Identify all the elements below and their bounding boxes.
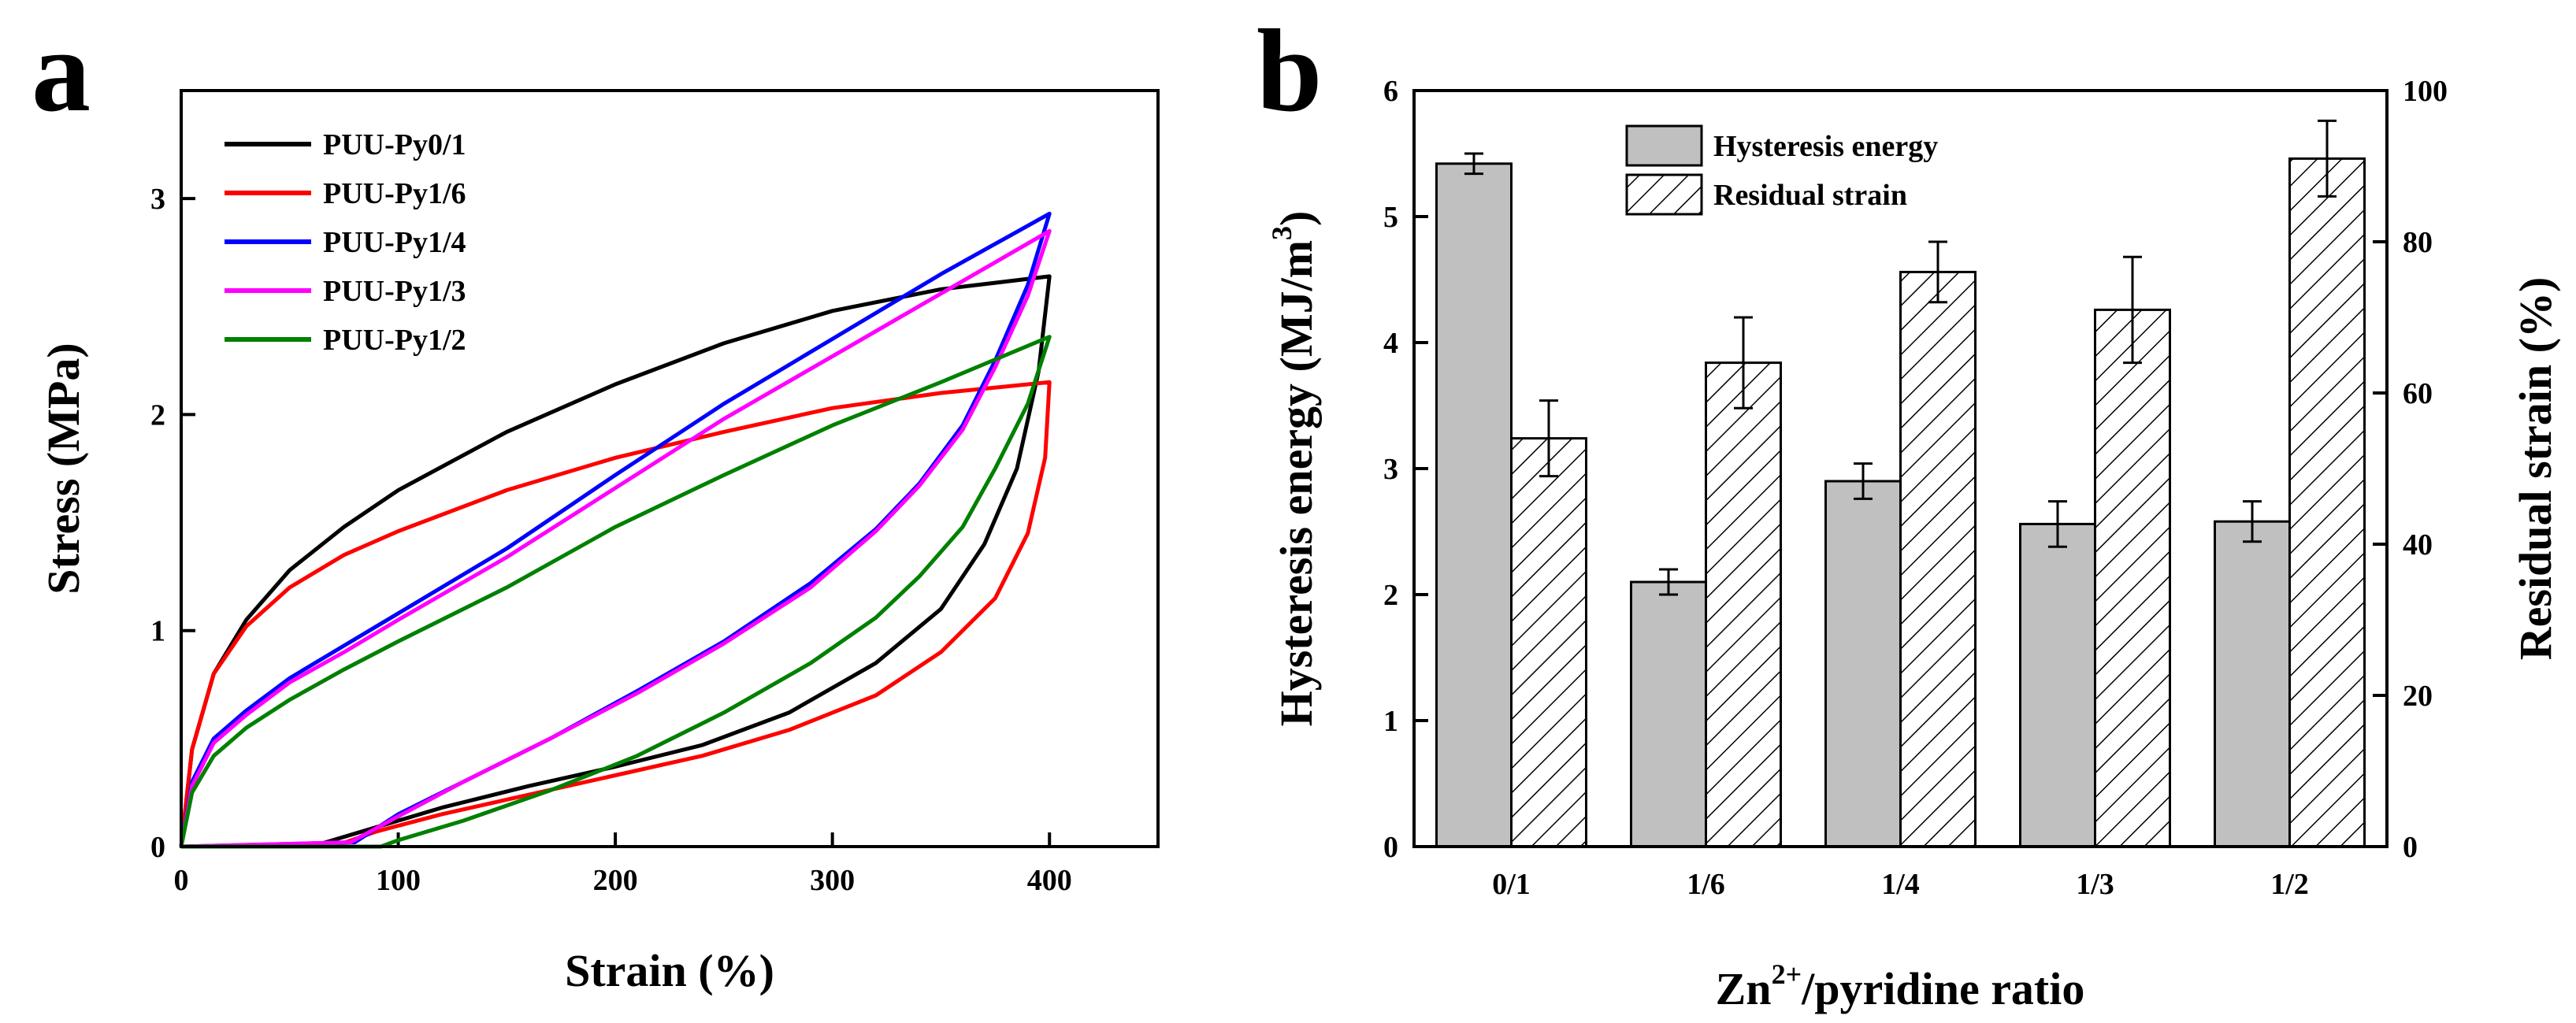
bar-residual-strain <box>1705 361 1782 848</box>
legend-label: Hysteresis energy <box>1713 130 1938 163</box>
chart-b-ytick-left-label: 3 <box>1383 453 1398 486</box>
bar-hysteresis-energy <box>1630 580 1707 848</box>
series-line-puu-py1-3 <box>179 228 1052 849</box>
bar-residual-strain <box>2094 308 2171 848</box>
error-bar-hysteresis-energy <box>1464 152 1483 176</box>
chart-a-xlabel: Strain (%) <box>565 945 774 996</box>
series-line-puu-py1-6 <box>179 380 1052 849</box>
chart-b-xtick-label: 1/3 <box>2076 868 2114 901</box>
chart-a-legend: PUU-Py0/1 PUU-Py1/6 PUU-Py1/4 PUU-Py1/3 PUU-… <box>225 128 466 357</box>
legend-label: PUU-Py0/1 <box>323 128 466 161</box>
bar-hysteresis-energy <box>2214 520 2291 848</box>
error-bar-residual-strain <box>1539 399 1558 478</box>
chart-b-ytick-right-label: 80 <box>2403 226 2433 259</box>
chart-a-lines <box>179 211 1052 849</box>
error-bar-residual-strain <box>2123 255 2142 365</box>
chart-a-ylabel: Stress (MPa) <box>38 343 89 594</box>
series-line-puu-py1-2 <box>179 335 1052 849</box>
chart-a-xtick-label: 0 <box>174 864 189 897</box>
chart-b-bars <box>1435 119 2366 848</box>
chart-b-ylabel-right: Residual strain (%) <box>2510 277 2561 661</box>
series-line-puu-py1-4 <box>179 211 1052 849</box>
chart-b-ytick-left-label: 0 <box>1383 831 1398 864</box>
chart-a-xtick-label: 400 <box>1027 864 1072 897</box>
legend-label: PUU-Py1/6 <box>323 177 466 210</box>
chart-a-ticks: 0 100 200 300 400 0 1 2 3 <box>150 183 1072 897</box>
legend-swatch <box>1625 124 1703 167</box>
legend-label: PUU-Py1/4 <box>323 226 466 259</box>
chart-a-ytick-label: 1 <box>150 615 165 648</box>
chart-a-ytick-label: 0 <box>150 831 165 864</box>
chart-b-ylabel-left: Hysteresis energy (MJ/m3) <box>1266 211 1322 727</box>
chart-a-xtick-label: 300 <box>810 864 855 897</box>
chart-b-ytick-left-label: 5 <box>1383 201 1398 234</box>
bar-residual-strain <box>2288 157 2366 848</box>
panel-label-b: b <box>1256 6 1322 136</box>
chart-b-legend: Hysteresis energy Residual strain <box>1625 124 1938 216</box>
chart-b-xtick-label: 1/6 <box>1687 868 1725 901</box>
chart-b-ytick-right-label: 40 <box>2403 528 2433 562</box>
bar-residual-strain <box>1899 270 1977 848</box>
chart-b-ytick-right-label: 60 <box>2403 377 2433 410</box>
chart-b-ytick-left-label: 2 <box>1383 579 1398 612</box>
series-line-puu-py0-1 <box>179 274 1052 849</box>
chart-b-xtick-label: 1/4 <box>1881 868 1920 901</box>
chart-b-xtick-label: 0/1 <box>1492 868 1531 901</box>
chart-b-ytick-right-label: 0 <box>2403 831 2418 864</box>
chart-b-ytick-left-label: 1 <box>1383 705 1398 738</box>
chart-b-ytick-left-label: 6 <box>1383 75 1398 108</box>
chart-a-ytick-label: 3 <box>150 183 165 216</box>
error-bar-hysteresis-energy <box>1854 462 1873 500</box>
chart-a-xtick-label: 100 <box>376 864 421 897</box>
bar-hysteresis-energy <box>1435 162 1513 848</box>
legend-swatch <box>1625 173 1703 216</box>
error-bar-hysteresis-energy <box>2048 500 2067 548</box>
legend-label: PUU-Py1/3 <box>323 275 466 308</box>
error-bar-residual-strain <box>1928 240 1947 304</box>
chart-b-ytick-right-label: 20 <box>2403 680 2433 713</box>
error-bar-residual-strain <box>2318 119 2337 198</box>
error-bar-residual-strain <box>1734 316 1753 410</box>
chart-b-xlabel: Zn2+/pyridine ratio <box>1716 958 2085 1014</box>
chart-b-ytick-left-label: 4 <box>1383 327 1398 360</box>
chart-a-ytick-label: 2 <box>150 398 165 432</box>
panel-label-a: a <box>32 6 91 136</box>
legend-label: Residual strain <box>1713 179 1907 212</box>
bar-hysteresis-energy <box>1824 480 1902 848</box>
bar-hysteresis-energy <box>2019 522 2096 848</box>
chart-a-xtick-label: 200 <box>593 864 638 897</box>
error-bar-hysteresis-energy <box>1659 568 1678 596</box>
chart-b-frame <box>1412 89 2389 848</box>
chart-b-xtick-label: 1/2 <box>2270 868 2309 901</box>
bar-residual-strain <box>1510 437 1587 848</box>
legend-label: PUU-Py1/2 <box>323 324 466 357</box>
chart-b-ytick-right-label: 100 <box>2403 75 2448 108</box>
chart-a-frame <box>180 89 1160 848</box>
error-bar-hysteresis-energy <box>2243 500 2262 543</box>
